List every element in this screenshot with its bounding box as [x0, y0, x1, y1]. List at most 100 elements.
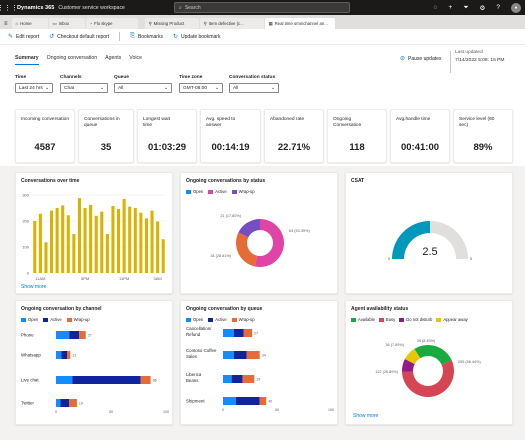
bar-segment — [72, 376, 141, 384]
time-zone-dropdown[interactable]: GMT-08:00 ⌄ — [179, 83, 223, 93]
tab-flo-skype[interactable]: ◔ Flo skype — [85, 18, 138, 29]
agent-availability-card: Agent availability status Available Busy… — [345, 300, 513, 425]
channels-filter: Channels Chat ⌄ — [60, 75, 108, 93]
conversation-icon: ◔ — [89, 21, 93, 26]
chart-title: CSAT — [351, 178, 365, 184]
filter-label: Channels — [60, 75, 82, 80]
chart-title: Agent availability status — [351, 306, 409, 312]
tab-agents[interactable]: Agents — [105, 55, 122, 61]
pause-icon: ⊘ — [400, 56, 406, 62]
chevron-down-icon: ⌄ — [214, 85, 219, 91]
bar-segment — [69, 331, 80, 339]
tab-missing-product[interactable]: ⚲ Missing Product — [144, 18, 199, 29]
chart-legend: Open Active Wrap-up — [21, 317, 90, 322]
x-tick-label: 11AM — [35, 276, 45, 281]
edit-report-button[interactable]: ✎ Edit report — [8, 33, 40, 41]
avatar[interactable]: ● — [511, 2, 521, 13]
data-label: 21 (17.80%) — [220, 214, 241, 218]
bar-segment — [223, 397, 236, 405]
app-launcher-icon[interactable]: ⋮⋮⋮ — [0, 4, 18, 12]
inbox-icon: ▭ — [52, 20, 57, 26]
category-label: Twitter — [21, 401, 34, 406]
divider — [119, 32, 121, 41]
bar-segment — [235, 397, 260, 405]
conversations-over-time-card: Conversations over time 0 100 200 300 11AM 3P… — [15, 172, 173, 294]
chart-title: Ongoing conversation by queue — [186, 306, 263, 312]
bar — [61, 205, 65, 273]
category-label: Sales — [186, 354, 198, 359]
app-name[interactable]: Dynamics 365 — [17, 4, 55, 11]
chart-title: Ongoing conversation by channel — [21, 306, 102, 312]
legend-item: Open — [21, 317, 38, 322]
x-tick-label: 0 — [222, 408, 224, 412]
last-updated-label: Last updated — [455, 50, 483, 55]
ongoing-by-status-card: Ongoing conversations by status Open Act… — [180, 172, 338, 294]
bar — [144, 218, 148, 273]
bar — [133, 208, 137, 273]
gauge-min-label: 0 — [388, 256, 391, 261]
plus-icon[interactable]: + — [448, 4, 453, 11]
lightbulb-icon[interactable]: ◌ — [433, 4, 438, 11]
queue-dropdown[interactable]: All ⌄ — [114, 83, 172, 93]
bookmark-icon: ⎘ — [130, 33, 135, 39]
data-label: 29 — [256, 378, 260, 382]
conversation-status-dropdown[interactable]: All ⌄ — [229, 83, 279, 93]
pause-updates-button[interactable]: ⊘ Pause updates — [400, 55, 442, 63]
data-label: 36 (7.89%) — [385, 343, 404, 347]
category-label: Phone — [21, 333, 34, 338]
bookmarks-button[interactable]: ⎘ Bookmarks — [130, 33, 163, 40]
conversations-over-time-chart: 0 100 200 300 11AM 3PM 11PM 3AM — [22, 193, 166, 281]
show-more-link[interactable]: Show more — [353, 413, 379, 419]
time-dropdown[interactable]: Last 24 hrs ⌄ — [15, 83, 53, 93]
time-zone-filter: Time zone GMT-08:00 ⌄ — [179, 75, 223, 93]
donut-slice — [254, 219, 284, 267]
help-icon[interactable]: ? — [496, 4, 500, 11]
tab-ongoing-conversation[interactable]: Ongoing conversation — [46, 55, 98, 61]
legend-item: Wrap-up — [231, 317, 255, 322]
show-more-link[interactable]: Show more — [21, 284, 47, 290]
donut-slice — [402, 360, 454, 397]
last-updated-value: 7/14/2022 5:08: 15 PM — [455, 58, 505, 63]
chart-legend: Open Active Wrap-up — [186, 189, 255, 194]
filter-label: Time — [15, 75, 27, 80]
bar-segment — [140, 376, 151, 384]
bar-segment — [233, 351, 247, 359]
bar-segment — [79, 331, 86, 339]
bar-segment — [56, 351, 62, 359]
gear-icon[interactable]: ⚙ — [479, 4, 486, 12]
ongoing-by-channel-chart: Phone 27 Whatsapp 13 Live chat 86 Twitter 19 0 50… — [21, 331, 169, 414]
channels-dropdown[interactable]: Chat ⌄ — [60, 83, 108, 93]
x-tick-label: 3AM — [154, 276, 162, 281]
search-input[interactable]: ⌕ Search — [174, 2, 350, 13]
y-tick-label: 100 — [22, 245, 29, 250]
update-bookmark-button[interactable]: ↻ Update bookmark — [172, 33, 221, 41]
kpi-service-level: Service level (60 sec) 89% — [453, 109, 513, 163]
csat-card: CSAT 2.5 0 5 — [345, 172, 513, 294]
tab-item-defective[interactable]: ⚲ Item defective (c... — [199, 18, 264, 29]
tab-realtime-analytics[interactable]: ▦ Real time omnichannel an... — [264, 18, 335, 29]
checkout-report-button[interactable]: ↺ Checkout default report — [49, 33, 110, 41]
filter-icon[interactable]: ⏷ — [463, 3, 469, 11]
bar-segment — [233, 329, 244, 337]
workspace-name: Customer service workspace — [58, 4, 125, 11]
bar-segment — [242, 375, 255, 383]
x-tick-label: 11PM — [119, 276, 129, 281]
tab-home[interactable]: ⌂ Home — [11, 18, 48, 29]
ongoing-by-queue-card: Ongoing conversation by queue Open Activ… — [180, 300, 338, 425]
kpi-avg-speed-to-answer: Avg. speed to answer 00:14:19 — [200, 109, 261, 163]
bar-segment — [56, 331, 70, 339]
category-label: Shipment — [186, 399, 205, 404]
bar — [77, 198, 81, 273]
tab-inbox[interactable]: ▭ Inbox — [48, 18, 85, 29]
menu-icon[interactable]: ≡ — [4, 21, 8, 27]
donut-slice — [236, 232, 258, 267]
donut-slice — [414, 345, 452, 365]
bar — [89, 204, 93, 273]
legend-item: Available — [351, 317, 375, 322]
filter-label: Queue — [114, 75, 129, 80]
tab-summary[interactable]: Summary — [15, 55, 39, 65]
data-label: 122 (26.89%) — [375, 370, 399, 374]
bar-segment — [243, 329, 253, 337]
tab-voice[interactable]: Voice — [129, 55, 142, 61]
bar — [139, 212, 143, 273]
